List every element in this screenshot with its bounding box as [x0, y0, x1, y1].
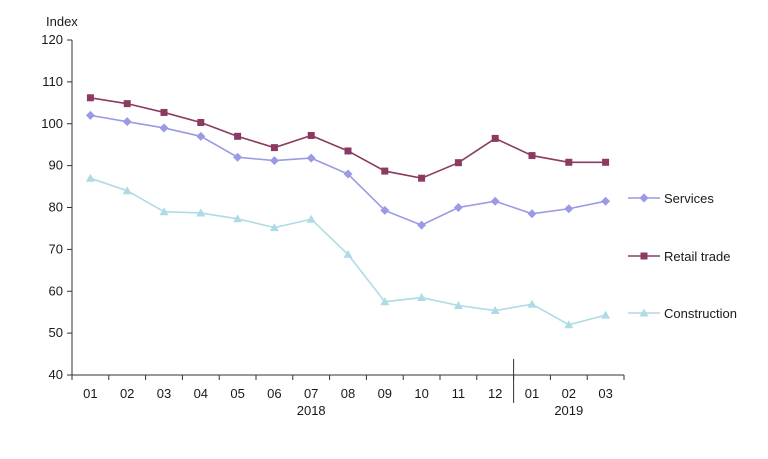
- legend-item-construction: Construction: [628, 306, 737, 321]
- legend-label-services: Services: [664, 191, 714, 206]
- y-tick-label: 100: [41, 116, 63, 131]
- x-tick-label: 12: [488, 386, 502, 401]
- data-point-retail-trade: [160, 108, 168, 116]
- data-point-services: [601, 196, 611, 206]
- data-point-construction: [380, 297, 390, 306]
- x-tick-label: 07: [304, 386, 318, 401]
- y-tick-label: 120: [41, 32, 63, 47]
- data-point-services: [85, 110, 95, 120]
- data-point-services: [490, 196, 500, 206]
- legend: Services Retail trade Construction: [628, 191, 737, 321]
- series-layer: [85, 94, 611, 329]
- series-services: [85, 110, 611, 230]
- data-point-construction: [233, 214, 243, 223]
- legend-label-construction: Construction: [664, 306, 737, 321]
- data-point-services: [453, 203, 463, 212]
- y-axis-title: Index: [46, 14, 78, 29]
- legend-item-services: Services: [628, 191, 714, 206]
- data-point-construction: [306, 214, 316, 223]
- data-point-services: [233, 152, 243, 162]
- data-point-services: [269, 156, 279, 166]
- x-tick-label: 09: [378, 386, 392, 401]
- y-tick-label: 80: [49, 200, 63, 215]
- legend-marker-services: [639, 193, 649, 203]
- data-point-services: [122, 117, 132, 127]
- data-point-services: [343, 169, 353, 179]
- x-tick-label: 02: [120, 386, 134, 401]
- data-point-retail-trade: [491, 134, 499, 142]
- legend-label-retail-trade: Retail trade: [664, 249, 730, 264]
- data-point-construction: [490, 306, 500, 315]
- data-point-services: [527, 209, 537, 219]
- data-point-retail-trade: [123, 100, 131, 108]
- y-tick-label: 90: [49, 158, 63, 173]
- data-point-retail-trade: [454, 159, 462, 167]
- y-tick-label: 40: [49, 367, 63, 382]
- data-point-construction: [122, 186, 132, 195]
- series-line-retail-trade: [90, 96, 606, 180]
- data-point-retail-trade: [528, 152, 536, 160]
- data-point-services: [380, 205, 390, 215]
- y-tick-label: 50: [49, 325, 63, 340]
- data-point-services: [306, 153, 316, 163]
- legend-marker-construction: [639, 308, 649, 317]
- x-tick-label: 02: [562, 386, 576, 401]
- data-point-retail-trade: [381, 167, 389, 175]
- data-point-construction: [269, 223, 279, 232]
- data-point-retail-trade: [602, 158, 610, 166]
- data-point-construction: [527, 299, 537, 308]
- data-point-services: [564, 204, 574, 214]
- data-point-construction: [343, 249, 353, 258]
- y-tick-label: 70: [49, 241, 63, 256]
- data-point-construction: [159, 207, 169, 216]
- data-point-construction: [453, 300, 463, 309]
- data-point-retail-trade: [86, 94, 94, 102]
- data-point-construction: [564, 320, 574, 329]
- data-point-retail-trade: [234, 132, 242, 140]
- series-retail-trade: [86, 94, 610, 182]
- data-point-construction: [196, 208, 206, 217]
- data-point-retail-trade: [344, 147, 352, 155]
- data-point-retail-trade: [197, 118, 205, 126]
- legend-item-retail-trade: Retail trade: [628, 249, 730, 264]
- data-point-construction: [85, 173, 95, 182]
- x-tick-label: 03: [157, 386, 171, 401]
- data-point-services: [196, 131, 206, 141]
- x-tick-label: 10: [414, 386, 428, 401]
- data-point-construction: [601, 310, 611, 319]
- data-point-retail-trade: [270, 144, 278, 152]
- data-point-services: [159, 123, 169, 133]
- x-tick-label: 04: [194, 386, 208, 401]
- x-tick-label: 08: [341, 386, 355, 401]
- data-point-retail-trade: [565, 158, 573, 166]
- x-tick-label: 01: [525, 386, 539, 401]
- data-point-services: [417, 220, 427, 230]
- x-tick-label: 11: [452, 386, 466, 401]
- data-point-retail-trade: [418, 174, 426, 182]
- data-point-construction: [417, 293, 427, 302]
- x-tick-label: 06: [267, 386, 281, 401]
- y-tick-label: 60: [49, 283, 63, 298]
- x-axis: 01 02 03 04 05 06 07 08 09 10 11 12 01 02 03 2018 2019: [71, 359, 625, 418]
- data-point-retail-trade: [307, 131, 315, 139]
- year-label: 2018: [297, 403, 326, 418]
- y-tick-label: 110: [42, 74, 63, 89]
- x-tick-label: 01: [83, 386, 97, 401]
- year-label: 2019: [554, 403, 583, 418]
- x-tick-label: 05: [230, 386, 244, 401]
- x-tick-label: 03: [598, 386, 612, 401]
- y-axis: 40 50 60 70 80 90 100 110 120: [41, 32, 73, 382]
- series-construction: [85, 173, 611, 329]
- legend-marker-retail-trade: [640, 252, 648, 260]
